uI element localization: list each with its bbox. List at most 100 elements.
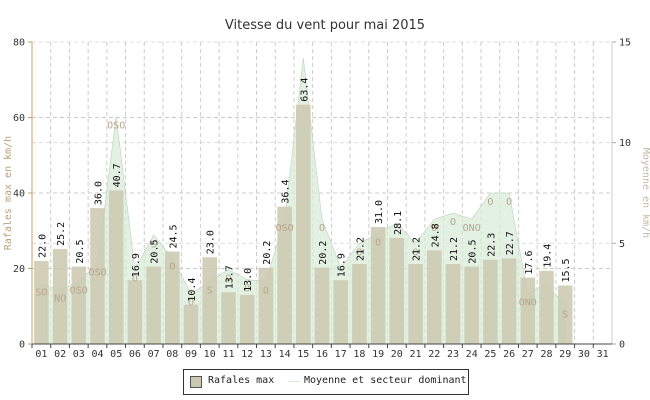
x-tick-label: 29 xyxy=(559,349,571,360)
x-tick-label: 11 xyxy=(222,349,234,360)
gust-bars xyxy=(34,104,573,344)
legend: Rafales max Moyenne et secteur dominant xyxy=(183,369,469,395)
gust-bar xyxy=(52,248,68,344)
direction-label: S xyxy=(151,239,157,250)
gust-value-label: 63.4 xyxy=(299,78,310,102)
x-tick-label: 20 xyxy=(391,349,403,360)
gust-value-label: 13.7 xyxy=(225,265,236,289)
gust-bar xyxy=(127,280,143,344)
x-tick-label: 06 xyxy=(129,349,141,360)
gust-value-label: 21.2 xyxy=(449,237,460,261)
gust-value-label: 25.2 xyxy=(56,222,67,246)
x-tick-label: 08 xyxy=(166,349,178,360)
gust-value-label: 17.6 xyxy=(524,251,535,275)
x-tick-label: 17 xyxy=(335,349,347,360)
x-tick-label: 28 xyxy=(540,349,552,360)
gust-bar xyxy=(352,264,367,344)
gust-value-label: 16.9 xyxy=(131,253,142,277)
gust-value-label: 20.2 xyxy=(262,241,273,265)
gust-value-label: 22.3 xyxy=(486,233,497,257)
x-tick-label: 05 xyxy=(110,349,122,360)
gust-bar xyxy=(314,267,330,344)
y2-tick-label: 10 xyxy=(619,138,631,149)
gust-value-label: 36.0 xyxy=(94,181,105,205)
x-tick-label: 22 xyxy=(428,349,440,360)
gust-bar xyxy=(445,264,461,344)
direction-label: O xyxy=(450,217,456,228)
x-tick-label: 12 xyxy=(241,349,253,360)
x-tick-label: 27 xyxy=(522,349,534,360)
gust-value-label: 40.7 xyxy=(112,163,123,187)
gust-value-label: 21.2 xyxy=(355,237,366,261)
gust-value-label: 36.4 xyxy=(281,180,292,204)
gust-value-label: 28.1 xyxy=(393,211,404,235)
gust-bar xyxy=(427,250,442,344)
gust-bar xyxy=(108,190,124,344)
gust-value-label: 19.4 xyxy=(543,244,554,268)
gust-bar xyxy=(501,258,517,344)
direction-label: OSO xyxy=(276,223,294,234)
gust-value-labels: 22.0 25.2 20.5 36.0 40.7 16.9 20.5 24.5 10.4 23.0… xyxy=(37,78,572,302)
direction-label: O xyxy=(132,274,138,285)
x-tick-label: 03 xyxy=(73,349,85,360)
direction-label: O xyxy=(506,197,512,208)
gust-value-label: 20.5 xyxy=(468,240,479,264)
gust-value-label: 16.9 xyxy=(337,253,348,277)
direction-label: O xyxy=(188,298,194,309)
direction-label: ONO xyxy=(519,298,537,309)
gust-value-label: 21.2 xyxy=(412,237,423,261)
x-tick-label: 15 xyxy=(297,349,309,360)
gust-bar xyxy=(202,257,217,344)
gust-bar xyxy=(277,206,292,344)
x-tick-label: 30 xyxy=(578,349,590,360)
direction-label: NO xyxy=(54,294,66,305)
y-axis-label: Rafales max en km/h xyxy=(3,136,14,250)
x-tick-label: 23 xyxy=(447,349,459,360)
y2-axis-ticks: 0 5 10 15 xyxy=(612,38,631,351)
direction-label: O xyxy=(225,274,231,285)
x-axis-ticks: 01 02 03 04 05 06 07 08 09 10 11 12 13 14 15 16 17 18 19 20… xyxy=(31,344,609,360)
direction-label: OSO xyxy=(107,121,125,132)
x-tick-label: 04 xyxy=(91,349,103,360)
gust-value-label: 20.5 xyxy=(150,240,161,264)
gust-bar xyxy=(464,266,479,344)
direction-label: O xyxy=(169,261,175,272)
x-tick-label: 02 xyxy=(54,349,66,360)
gust-bar xyxy=(183,304,199,344)
x-tick-label: 01 xyxy=(35,349,47,360)
x-tick-label: 31 xyxy=(597,349,609,360)
x-tick-label: 26 xyxy=(503,349,515,360)
direction-label: SO xyxy=(35,288,47,299)
gust-bar xyxy=(333,280,348,344)
gust-bar xyxy=(90,208,105,344)
direction-label: O xyxy=(431,223,437,234)
y-tick-label: 40 xyxy=(13,189,25,200)
gust-bar xyxy=(296,104,311,344)
x-tick-label: 14 xyxy=(279,349,291,360)
gust-value-label: 24.8 xyxy=(430,223,441,247)
direction-label: O xyxy=(319,223,325,234)
gust-bar xyxy=(146,266,161,344)
y2-tick-label: 0 xyxy=(619,340,625,351)
direction-label: O xyxy=(375,237,381,248)
x-tick-label: 09 xyxy=(185,349,197,360)
gust-bar xyxy=(258,267,274,344)
direction-label: O xyxy=(263,286,269,297)
gust-value-label: 22.7 xyxy=(505,231,516,255)
y-axis-ticks: 0 20 40 60 80 xyxy=(13,38,32,351)
gust-value-label: 20.5 xyxy=(75,240,86,264)
gust-bar xyxy=(483,259,498,344)
gust-bar xyxy=(408,264,423,344)
gust-value-label: 20.2 xyxy=(318,241,329,265)
gust-value-label: 22.0 xyxy=(37,234,48,258)
x-tick-label: 25 xyxy=(484,349,496,360)
gust-value-label: 13.0 xyxy=(243,268,254,292)
direction-label: OSO xyxy=(70,286,88,297)
gust-value-label: 15.5 xyxy=(561,258,572,282)
direction-label: O xyxy=(244,284,250,295)
legend-swatch-gusts xyxy=(190,376,202,388)
gust-bar xyxy=(370,227,386,344)
direction-label: ONO xyxy=(463,223,481,234)
